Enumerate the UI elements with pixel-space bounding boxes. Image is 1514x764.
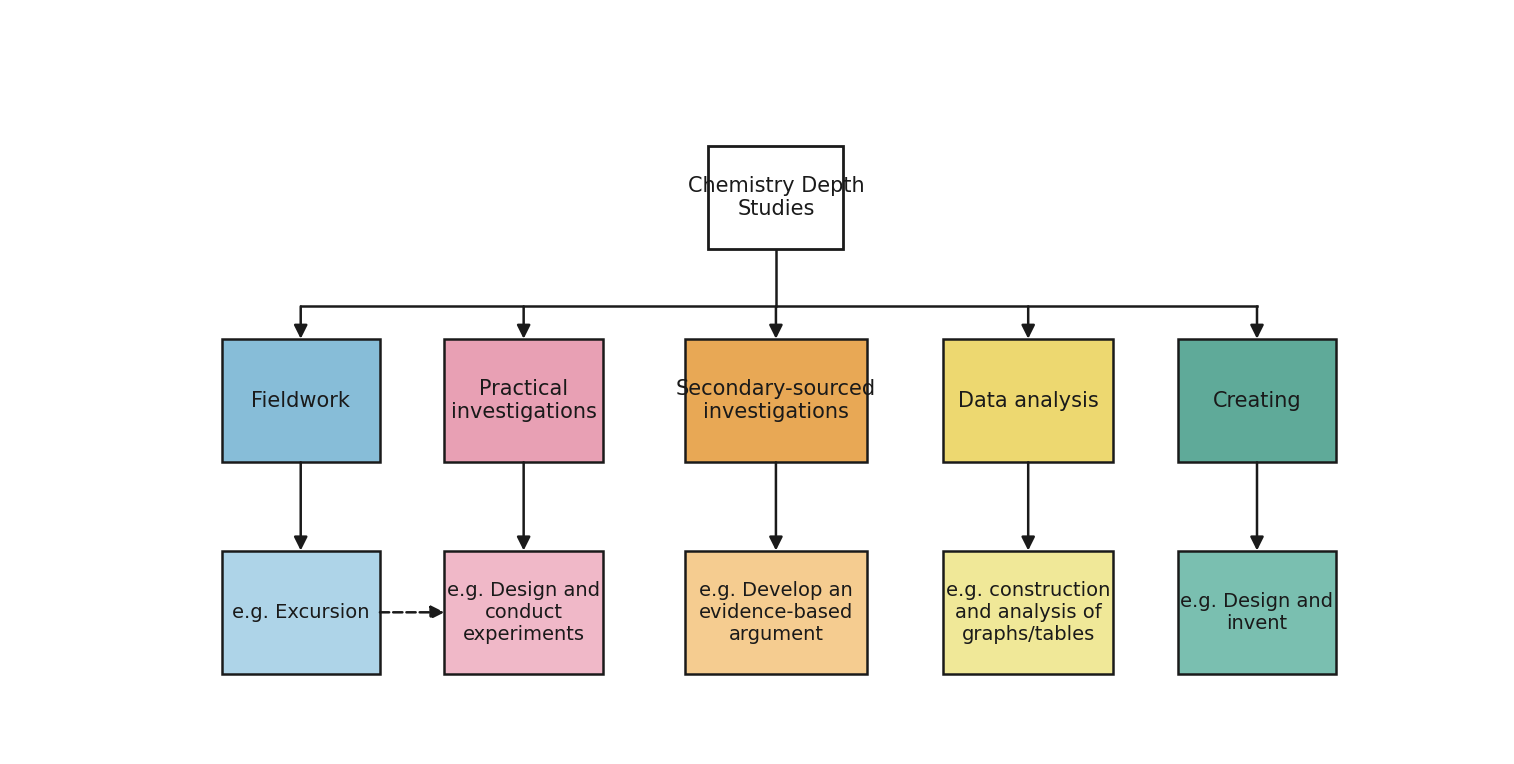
FancyBboxPatch shape: [684, 338, 868, 462]
Text: Secondary-sourced
investigations: Secondary-sourced investigations: [675, 379, 877, 422]
FancyBboxPatch shape: [1178, 551, 1337, 674]
FancyBboxPatch shape: [709, 146, 843, 249]
FancyBboxPatch shape: [221, 338, 380, 462]
FancyBboxPatch shape: [221, 551, 380, 674]
Text: e.g. Excursion: e.g. Excursion: [232, 603, 369, 622]
Text: Practical
investigations: Practical investigations: [451, 379, 597, 422]
Text: e.g. Design and
invent: e.g. Design and invent: [1181, 592, 1334, 633]
Text: e.g. construction
and analysis of
graphs/tables: e.g. construction and analysis of graphs…: [946, 581, 1110, 644]
Text: e.g. Design and
conduct
experiments: e.g. Design and conduct experiments: [447, 581, 600, 644]
Text: Chemistry Depth
Studies: Chemistry Depth Studies: [687, 176, 864, 219]
Text: Fieldwork: Fieldwork: [251, 390, 350, 410]
Text: Creating: Creating: [1213, 390, 1302, 410]
Text: e.g. Develop an
evidence-based
argument: e.g. Develop an evidence-based argument: [699, 581, 852, 644]
FancyBboxPatch shape: [684, 551, 868, 674]
FancyBboxPatch shape: [445, 551, 603, 674]
Text: Data analysis: Data analysis: [958, 390, 1099, 410]
FancyBboxPatch shape: [1178, 338, 1337, 462]
FancyBboxPatch shape: [445, 338, 603, 462]
FancyBboxPatch shape: [943, 338, 1113, 462]
FancyBboxPatch shape: [943, 551, 1113, 674]
